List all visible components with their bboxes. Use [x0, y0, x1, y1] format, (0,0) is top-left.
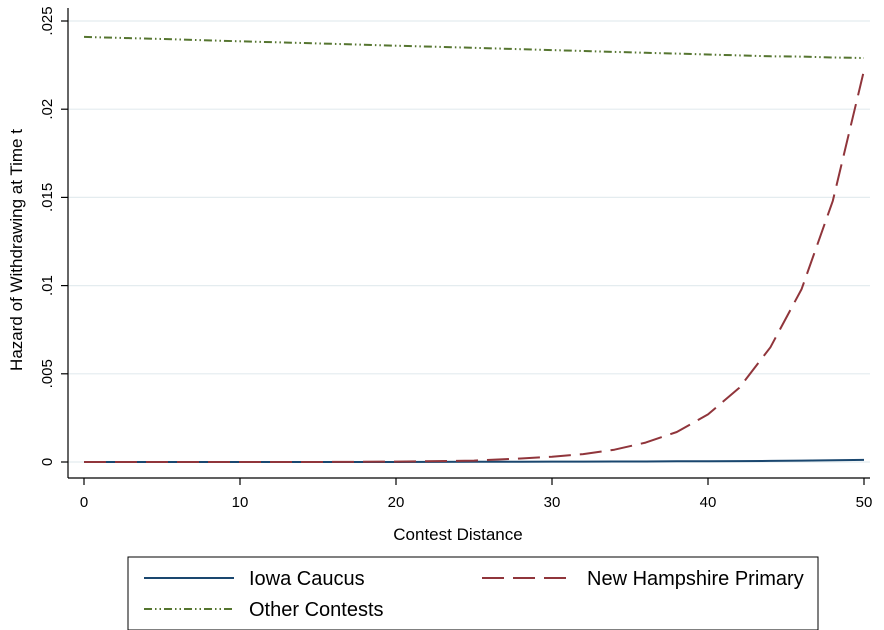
y-axis-title: Hazard of Withdrawing at Time t: [7, 129, 26, 371]
legend-label-0: Iowa Caucus: [249, 568, 365, 590]
axes: [67, 8, 870, 479]
y-tick-label-3: .015: [39, 183, 56, 212]
y-tick-label-5: .025: [39, 6, 56, 35]
x-tick-label-3: 30: [544, 494, 561, 511]
series-lines: [83, 35, 865, 463]
y-ticks: 0 .005 .01 .015 .02 .025: [39, 6, 68, 466]
x-tick-label-4: 40: [700, 494, 717, 511]
y-tick-label-4: .02: [39, 99, 56, 120]
legend: Iowa Caucus New Hampshire Primary Other Co…: [127, 556, 819, 630]
legend-box: [127, 556, 819, 630]
x-tick-label-0: 0: [80, 494, 88, 511]
series-line-1: [84, 70, 865, 463]
y-tick-label-0: 0: [39, 458, 56, 466]
y-tick-label-1: .005: [39, 359, 56, 388]
series-line-2: [83, 35, 865, 59]
y-tick-label-2: .01: [39, 275, 56, 296]
x-tick-label-5: 50: [856, 494, 873, 511]
x-tick-label-2: 20: [388, 494, 405, 511]
x-axis-title: Contest Distance: [393, 525, 522, 544]
x-ticks: 0 10 20 30 40 50: [80, 478, 873, 511]
x-tick-label-1: 10: [232, 494, 249, 511]
legend-label-1: New Hampshire Primary: [587, 568, 804, 590]
legend-label-2: Other Contests: [249, 599, 384, 621]
